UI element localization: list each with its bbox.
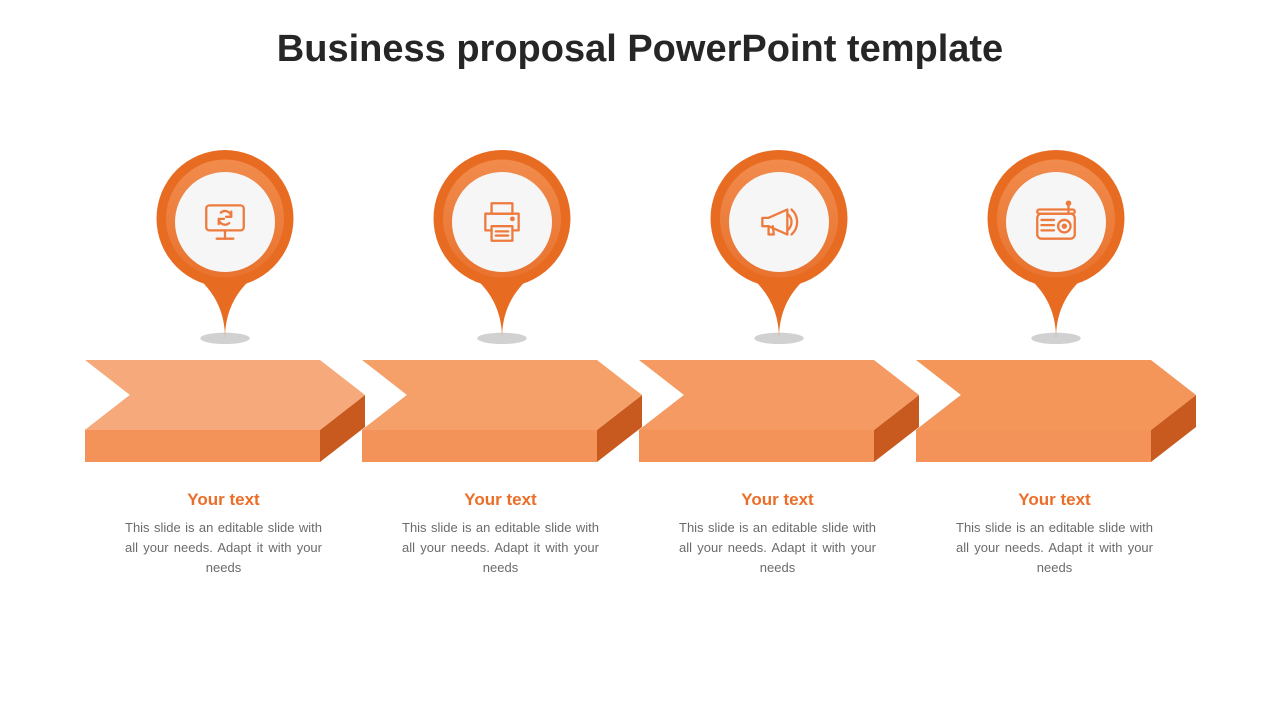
map-pin [981,150,1131,345]
caption-heading: Your text [402,490,599,510]
arrow-block [85,340,365,470]
process-step-2 [362,150,642,470]
caption-body: This slide is an editable slide with all… [402,518,599,578]
caption-heading: Your text [679,490,876,510]
caption-body: This slide is an editable slide with all… [956,518,1153,578]
caption-heading: Your text [125,490,322,510]
caption-heading: Your text [956,490,1153,510]
megaphone-icon [729,172,829,272]
step-caption-1: Your text This slide is an editable slide… [85,490,362,578]
process-stage [85,150,1195,470]
caption-body: This slide is an editable slide with all… [125,518,322,578]
monitor-sync-icon [175,172,275,272]
process-step-1 [85,150,365,470]
captions-row: Your text This slide is an editable slide… [85,490,1195,578]
map-pin [704,150,854,345]
radio-icon [1006,172,1106,272]
step-caption-4: Your text This slide is an editable slide… [916,490,1193,578]
slide-title: Business proposal PowerPoint template [0,28,1280,71]
arrow-block [916,340,1196,470]
map-pin [427,150,577,345]
step-caption-2: Your text This slide is an editable slide… [362,490,639,578]
map-pin [150,150,300,345]
arrow-block [362,340,642,470]
arrow-block [639,340,919,470]
printer-icon [452,172,552,272]
step-caption-3: Your text This slide is an editable slide… [639,490,916,578]
caption-body: This slide is an editable slide with all… [679,518,876,578]
process-step-4 [916,150,1196,470]
process-step-3 [639,150,919,470]
